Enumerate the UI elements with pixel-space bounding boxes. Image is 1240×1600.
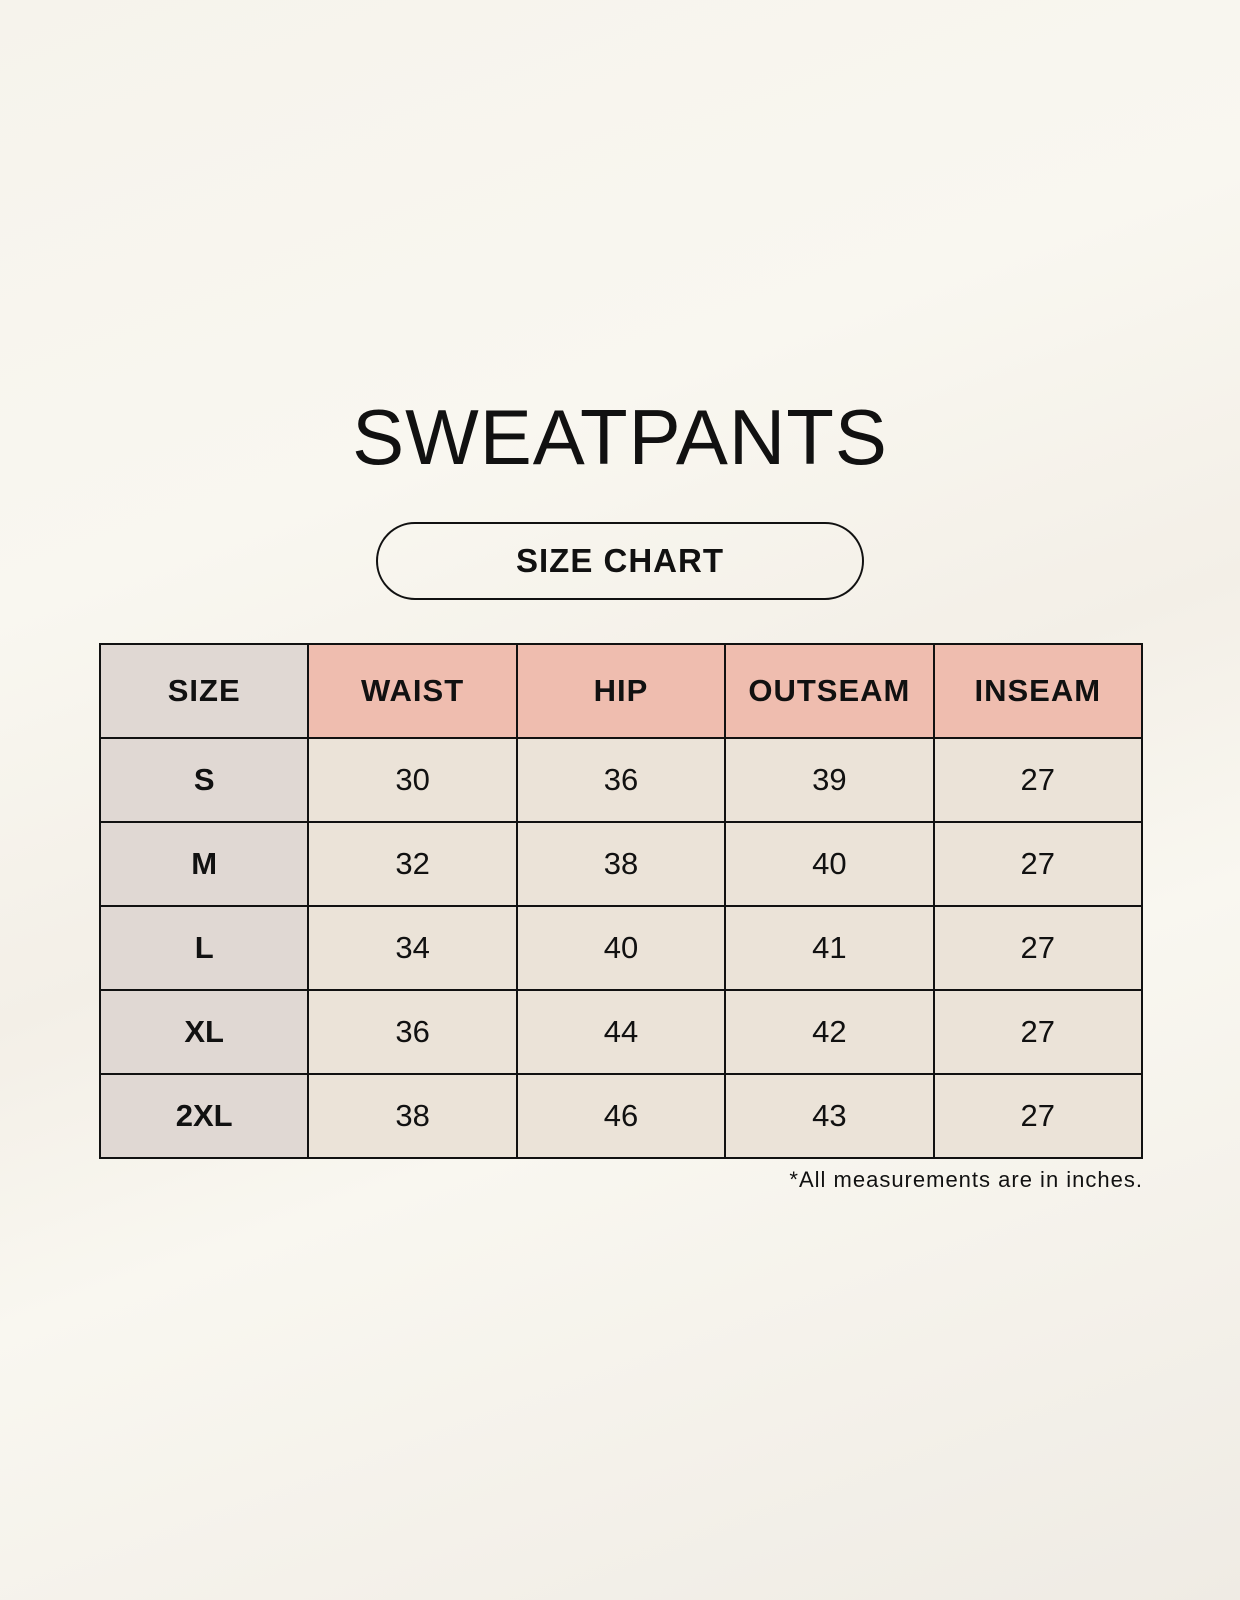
measurement-cell: 40: [515, 905, 727, 991]
table-row: L 34 40 41 27: [98, 905, 1144, 991]
measurement-cell: 27: [932, 821, 1144, 907]
header-inseam: INSEAM: [932, 643, 1144, 739]
size-table: SIZE WAIST HIP OUTSEAM INSEAM S 30 36 39 27 M…: [98, 643, 1144, 1159]
header-outseam: OUTSEAM: [724, 643, 935, 739]
measurement-cell: 43: [724, 1073, 935, 1159]
measurement-cell: 27: [932, 737, 1144, 823]
measurement-cell: 42: [724, 989, 935, 1075]
measurement-cell: 34: [307, 905, 518, 991]
header-hip: HIP: [515, 643, 727, 739]
footnote: *All measurements are in inches.: [789, 1167, 1143, 1192]
measurement-cell: 40: [724, 821, 935, 907]
table-row: S 30 36 39 27: [98, 737, 1144, 823]
size-cell: M: [98, 821, 310, 907]
size-cell: S: [98, 737, 310, 823]
size-cell: L: [98, 905, 310, 991]
measurement-cell: 46: [515, 1073, 727, 1159]
measurement-cell: 44: [515, 989, 727, 1075]
measurement-cell: 38: [515, 821, 727, 907]
measurement-cell: 27: [932, 989, 1144, 1075]
table-row: 2XL 38 46 43 27: [98, 1073, 1144, 1159]
size-cell: 2XL: [98, 1073, 310, 1159]
page-title: SWEATPANTS: [352, 393, 888, 481]
measurement-cell: 27: [932, 1073, 1144, 1159]
measurement-cell: 32: [307, 821, 518, 907]
size-cell: XL: [98, 989, 310, 1075]
measurement-cell: 41: [724, 905, 935, 991]
measurement-cell: 39: [724, 737, 935, 823]
header-waist: WAIST: [307, 643, 518, 739]
header-size: SIZE: [98, 643, 310, 739]
measurement-cell: 36: [515, 737, 727, 823]
measurement-cell: 30: [307, 737, 518, 823]
measurement-cell: 27: [932, 905, 1144, 991]
table-row: M 32 38 40 27: [98, 821, 1144, 907]
table-row: XL 36 44 42 27: [98, 989, 1144, 1075]
measurement-cell: 38: [307, 1073, 518, 1159]
table-header-row: SIZE WAIST HIP OUTSEAM INSEAM: [98, 643, 1144, 739]
size-chart-label: SIZE CHART: [376, 522, 864, 600]
measurement-cell: 36: [307, 989, 518, 1075]
